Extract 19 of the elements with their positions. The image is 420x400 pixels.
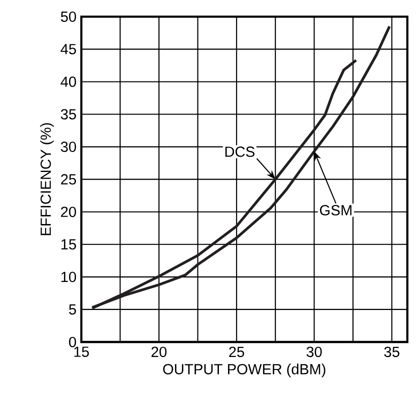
x-axis-title: OUTPUT POWER (dBM) <box>163 364 326 378</box>
y-tick-label: 5 <box>69 304 76 315</box>
y-tick-label: 50 <box>60 11 76 22</box>
y-tick-label: 20 <box>61 206 76 218</box>
y-tick-label: 45 <box>60 44 76 54</box>
y-tick-label: 0 <box>69 336 76 348</box>
y-tick-label: 30 <box>60 142 76 152</box>
x-tick-label: 30 <box>306 346 322 358</box>
y-axis-title: EFFICIENCY (%) <box>40 123 54 236</box>
x-tick-label: 25 <box>229 346 244 358</box>
x-tick-label: 35 <box>384 346 400 358</box>
x-tick-label: 20 <box>152 346 167 358</box>
text: GSM <box>320 205 352 216</box>
y-tick-label: 15 <box>61 239 76 250</box>
y-tick-label: 25 <box>61 174 76 185</box>
y-tick-label: 40 <box>60 76 76 87</box>
text: DCS <box>225 146 254 157</box>
y-tick-label: 10 <box>61 272 76 282</box>
y-tick-label: 35 <box>60 109 76 120</box>
